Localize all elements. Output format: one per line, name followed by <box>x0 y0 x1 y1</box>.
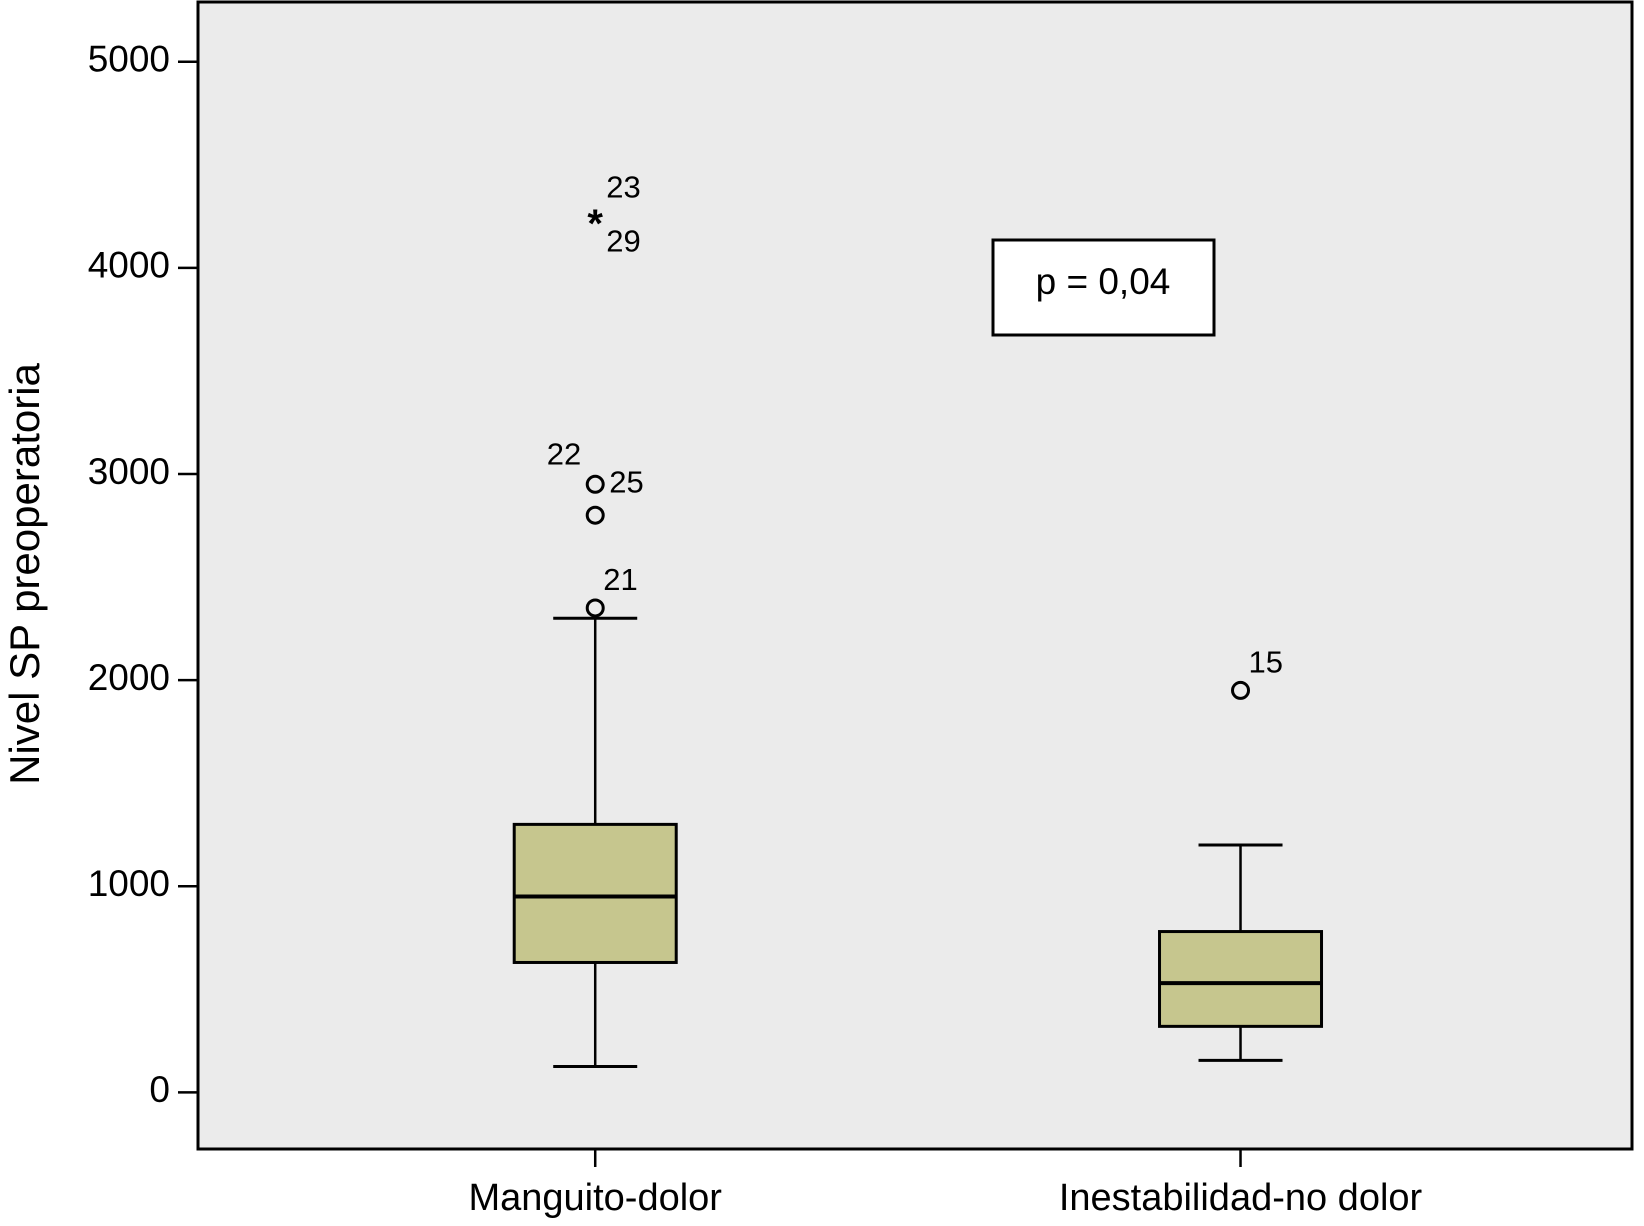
annotation: p = 0,04 <box>1036 261 1171 302</box>
box <box>1158 930 1324 1028</box>
y-tick-label: 4000 <box>88 245 170 286</box>
extreme: * <box>587 202 603 246</box>
outlier <box>585 598 605 618</box>
box <box>512 822 678 964</box>
annotation-box <box>991 238 1216 337</box>
outlier-label: 15 <box>1249 645 1283 680</box>
outlier-label: 22 <box>547 436 581 471</box>
extreme-label: 29 <box>606 224 640 259</box>
x-tick-label: Manguito-dolor <box>468 1177 722 1219</box>
y-tick-label: 1000 <box>88 863 170 904</box>
x-tick-label: Inestabilidad-no dolor <box>1059 1177 1423 1219</box>
extreme-label: 23 <box>606 170 640 205</box>
plot-area <box>196 0 1634 1151</box>
outlier <box>585 474 605 494</box>
outlier <box>1231 680 1251 700</box>
y-tick-label: 0 <box>149 1069 170 1110</box>
y-axis-label: Nivel SP preoperatoria <box>1 362 48 784</box>
outlier-label: 21 <box>603 562 637 597</box>
y-tick-label: 2000 <box>88 657 170 698</box>
y-tick-label: 5000 <box>88 39 170 80</box>
y-tick-label: 3000 <box>88 451 170 492</box>
outlier <box>585 505 605 525</box>
outlier-label: 25 <box>609 464 643 499</box>
